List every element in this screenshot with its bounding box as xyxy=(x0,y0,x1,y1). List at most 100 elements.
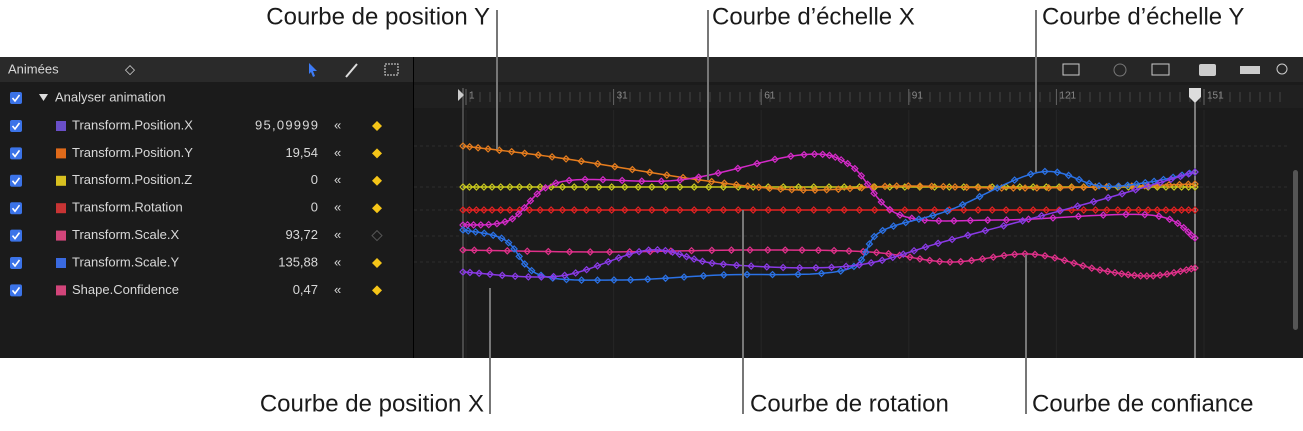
curve-keyframe xyxy=(827,263,836,272)
curve-keyframe xyxy=(1162,206,1170,214)
curve-keyframe xyxy=(690,206,699,214)
curve-keyframe xyxy=(1184,206,1193,214)
curve-keyframe xyxy=(946,258,954,266)
curve-keyframe xyxy=(896,211,904,219)
curve-keyframe xyxy=(1191,234,1199,242)
curve-keyframe xyxy=(727,246,736,254)
list-title[interactable]: Animées xyxy=(8,61,59,76)
keyframe-nav[interactable]: « xyxy=(334,227,341,242)
curve-keyframe xyxy=(1153,206,1162,214)
curve-keyframe xyxy=(1184,180,1193,189)
keyframe-button[interactable] xyxy=(372,285,382,296)
curve-keyframe xyxy=(466,268,474,277)
fit-icon[interactable] xyxy=(1151,63,1170,76)
curve-keyframe xyxy=(1134,206,1143,214)
callout-label: Courbe de confiance xyxy=(1032,390,1253,417)
in-marker[interactable] xyxy=(458,89,464,101)
curve-keyframe xyxy=(459,246,467,254)
curve-keyframe xyxy=(877,198,886,206)
checkmark xyxy=(11,122,21,131)
curve-keyframe xyxy=(593,276,602,285)
checkbox[interactable] xyxy=(10,257,22,269)
keyframe-button[interactable] xyxy=(372,203,382,214)
curve-keyframe xyxy=(484,145,492,153)
pen-tool[interactable] xyxy=(345,63,358,78)
curve-keyframe xyxy=(1089,197,1098,206)
keyframe-button[interactable] xyxy=(372,175,382,186)
checkbox[interactable] xyxy=(10,202,22,215)
curve-keyframe xyxy=(459,226,467,234)
curve-keyframe xyxy=(743,182,752,190)
checkbox[interactable] xyxy=(10,147,22,160)
list-header xyxy=(0,57,413,82)
checkbox[interactable] xyxy=(10,284,22,297)
curve-keyframe xyxy=(534,151,543,159)
curve-keyframe xyxy=(552,179,560,187)
select-tool[interactable] xyxy=(309,63,317,77)
curve-keyframe xyxy=(753,159,761,168)
curve-keyframe xyxy=(921,243,930,251)
curve-keyframe xyxy=(1117,269,1126,278)
curve-keyframe xyxy=(1191,183,1199,191)
keyframe-nav[interactable]: « xyxy=(334,282,341,297)
keyframe-button[interactable] xyxy=(372,148,382,159)
curve-keyframe xyxy=(581,175,589,184)
clear-icon[interactable] xyxy=(1113,63,1127,77)
curve-keyframe xyxy=(916,182,924,190)
checkbox[interactable] xyxy=(10,120,22,132)
curve-keyframe xyxy=(537,273,546,281)
curve-keyframe xyxy=(1140,210,1149,219)
snap-icon[interactable] xyxy=(1240,66,1260,74)
checkbox[interactable] xyxy=(10,229,22,242)
keyframe-nav[interactable]: « xyxy=(334,172,341,187)
snapshot-icon[interactable] xyxy=(1199,64,1216,76)
checkmark xyxy=(11,177,21,186)
keyframe-nav[interactable]: « xyxy=(334,254,341,269)
frame-tool[interactable] xyxy=(384,63,399,76)
disclosure-triangle[interactable] xyxy=(39,94,48,101)
waveform-icon[interactable] xyxy=(1062,63,1080,76)
curve-keyframe xyxy=(754,183,763,192)
keyframe-button[interactable] xyxy=(371,229,383,242)
curve-keyframe xyxy=(1187,264,1196,273)
parameter-name: Transform.Position.Y xyxy=(72,145,193,160)
scrollbar[interactable] xyxy=(1293,170,1298,330)
curve-keyframe xyxy=(505,206,514,214)
curve-keyframe xyxy=(966,216,975,225)
curve-keyframe xyxy=(498,271,507,280)
parameter-value: 0 xyxy=(311,200,318,215)
curve-keyframe xyxy=(661,206,670,214)
curve-keyframe xyxy=(558,206,567,214)
curve-keyframe xyxy=(496,183,505,191)
curve-keyframe xyxy=(480,206,488,214)
popup-arrows[interactable]: ◇ xyxy=(125,61,135,76)
curve-keyframe xyxy=(746,246,754,254)
curve-keyframe xyxy=(480,183,488,191)
curve-keyframe xyxy=(795,263,804,272)
curve-keyframe xyxy=(1130,271,1139,280)
curve-keyframe xyxy=(1123,181,1132,190)
curve-keyframe xyxy=(648,206,656,214)
keyframe-nav[interactable]: « xyxy=(334,200,341,215)
keyframe-button[interactable] xyxy=(372,258,382,268)
playhead-handle[interactable] xyxy=(1189,88,1201,103)
zoom-icon[interactable] xyxy=(1276,63,1288,75)
parameter-name: Transform.Rotation xyxy=(72,200,183,215)
parameter-value: 0,47 xyxy=(293,282,318,297)
curve-keyframe xyxy=(934,239,942,248)
curve-keyframe xyxy=(749,206,758,214)
keyframe-button[interactable] xyxy=(372,121,382,131)
checkbox[interactable] xyxy=(10,92,22,104)
curve-keyframe xyxy=(915,215,923,224)
curve-keyframe xyxy=(764,206,773,214)
ruler-bar xyxy=(414,85,1303,108)
curve-keyframe xyxy=(1103,206,1111,214)
curve-keyframe xyxy=(515,252,524,261)
checkbox[interactable] xyxy=(10,174,22,187)
curve-keyframe xyxy=(508,214,517,223)
curve-keyframe xyxy=(817,269,826,278)
keyframe-nav[interactable]: « xyxy=(334,117,341,132)
curve-keyframe xyxy=(978,255,987,263)
curve-keyframe xyxy=(634,183,643,191)
keyframe-nav[interactable]: « xyxy=(334,145,341,160)
